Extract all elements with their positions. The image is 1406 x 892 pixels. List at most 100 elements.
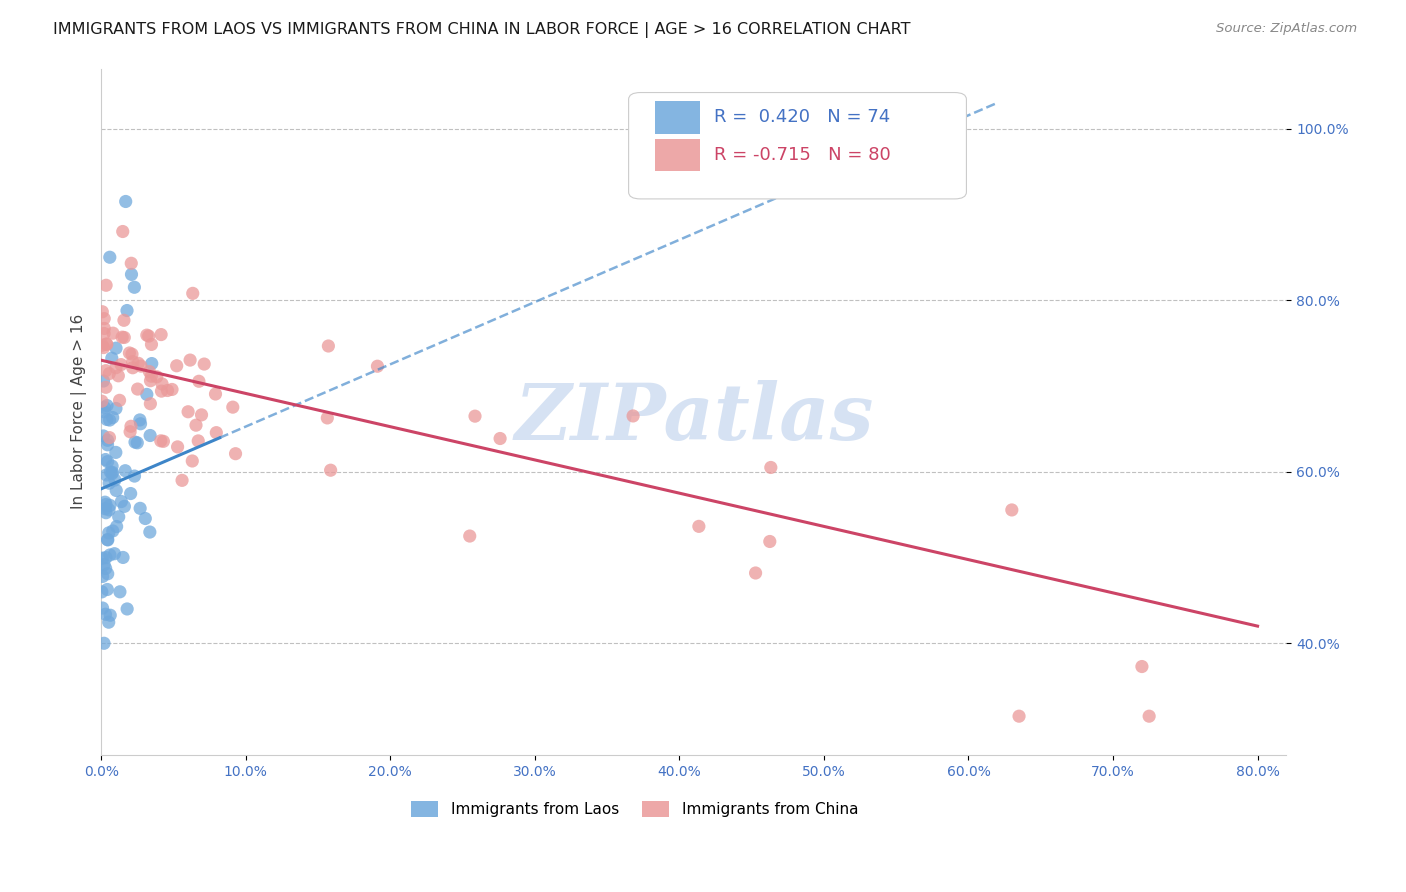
Point (1137, 709, 1160, 723)
Point (98, 431, 121, 445)
Text: R = -0.715   N = 80: R = -0.715 N = 80 (714, 146, 891, 164)
Point (93, 321, 115, 335)
Point (98, 476, 121, 491)
Point (101, 351, 124, 366)
Point (98, 548, 121, 562)
Point (187, 434, 209, 448)
Point (94, 506, 117, 520)
Point (101, 410, 124, 425)
Point (204, 387, 226, 401)
Point (96, 582, 118, 597)
Point (139, 428, 162, 442)
Point (110, 494, 132, 508)
Point (90, 394, 112, 409)
Point (93, 636, 115, 650)
Point (205, 425, 228, 440)
Point (121, 268, 143, 282)
Point (121, 360, 143, 375)
Point (1008, 709, 1031, 723)
Point (150, 384, 173, 398)
Point (181, 286, 204, 301)
Point (139, 524, 162, 539)
Point (135, 387, 157, 401)
Point (107, 368, 129, 383)
Point (91, 304, 114, 318)
Point (98, 367, 121, 381)
Point (121, 347, 143, 361)
Point (94, 550, 117, 565)
Y-axis label: In Labor Force | Age > 16: In Labor Force | Age > 16 (72, 314, 87, 509)
Text: Source: ZipAtlas.com: Source: ZipAtlas.com (1216, 22, 1357, 36)
Point (96, 533, 118, 547)
Point (129, 417, 152, 431)
Point (1130, 659, 1153, 673)
Point (141, 357, 163, 371)
Point (93, 401, 115, 415)
Point (120, 425, 142, 439)
Point (318, 339, 340, 353)
Point (98, 608, 121, 623)
Point (111, 550, 134, 565)
Point (127, 435, 149, 450)
Point (96, 337, 118, 351)
Point (94, 452, 117, 467)
Point (94, 607, 117, 622)
Point (129, 501, 152, 516)
Point (138, 365, 160, 379)
Point (98, 503, 121, 517)
Point (97, 533, 120, 547)
Point (177, 405, 200, 419)
Point (94, 278, 117, 293)
Point (489, 432, 512, 446)
Point (621, 409, 644, 423)
Point (105, 483, 128, 498)
Point (190, 408, 212, 422)
Point (94, 364, 117, 378)
Point (111, 330, 134, 344)
Point (105, 341, 128, 355)
Point (759, 534, 782, 549)
Point (91, 551, 114, 566)
Point (101, 467, 124, 481)
Point (94, 561, 117, 575)
Point (110, 358, 132, 372)
Point (366, 359, 388, 374)
Point (222, 400, 245, 414)
Point (759, 460, 782, 475)
FancyBboxPatch shape (655, 138, 700, 171)
Point (94, 495, 117, 509)
Point (127, 382, 149, 396)
Point (118, 346, 141, 360)
Point (1001, 503, 1024, 517)
Point (121, 354, 143, 368)
Point (744, 566, 766, 580)
Point (141, 337, 163, 351)
Point (105, 519, 128, 533)
Point (90, 585, 112, 599)
Point (104, 401, 127, 416)
Point (96, 337, 118, 351)
Point (101, 466, 124, 480)
Point (93, 558, 115, 572)
Point (141, 369, 163, 384)
Point (150, 376, 173, 391)
Point (166, 359, 188, 373)
Point (316, 411, 339, 425)
Point (96, 399, 118, 413)
Point (114, 464, 136, 478)
Point (98, 250, 121, 264)
Point (138, 329, 160, 343)
Text: IMMIGRANTS FROM LAOS VS IMMIGRANTS FROM CHINA IN LABOR FORCE | AGE > 16 CORRELAT: IMMIGRANTS FROM LAOS VS IMMIGRANTS FROM … (53, 22, 911, 38)
Point (179, 353, 201, 368)
Point (104, 473, 127, 487)
Point (149, 434, 172, 448)
Point (93, 405, 115, 419)
Point (96, 467, 118, 482)
Point (193, 357, 215, 371)
Point (93, 429, 115, 443)
Point (112, 330, 135, 344)
Point (91, 338, 114, 352)
Point (152, 434, 174, 449)
Point (103, 547, 125, 561)
Point (166, 440, 188, 454)
